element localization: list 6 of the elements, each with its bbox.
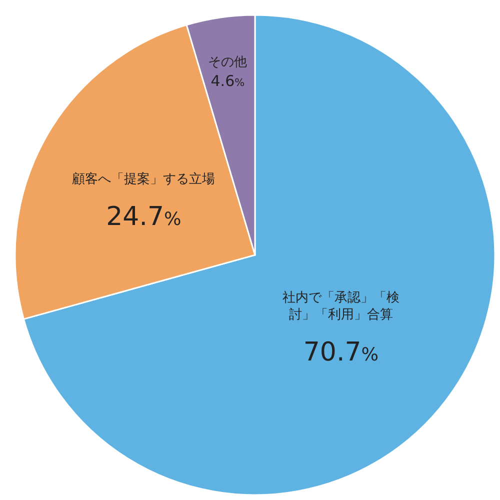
slice-label: 社内で「承認」「検討」「利用」合算 (282, 290, 400, 322)
slice-label: 顧客へ「提案」する立場 (72, 170, 216, 187)
slice-label: その他 (208, 54, 248, 70)
data-label: 24.7% (106, 202, 182, 232)
data-label: 70.7% (303, 337, 379, 368)
data-label: 4.6% (210, 72, 245, 90)
